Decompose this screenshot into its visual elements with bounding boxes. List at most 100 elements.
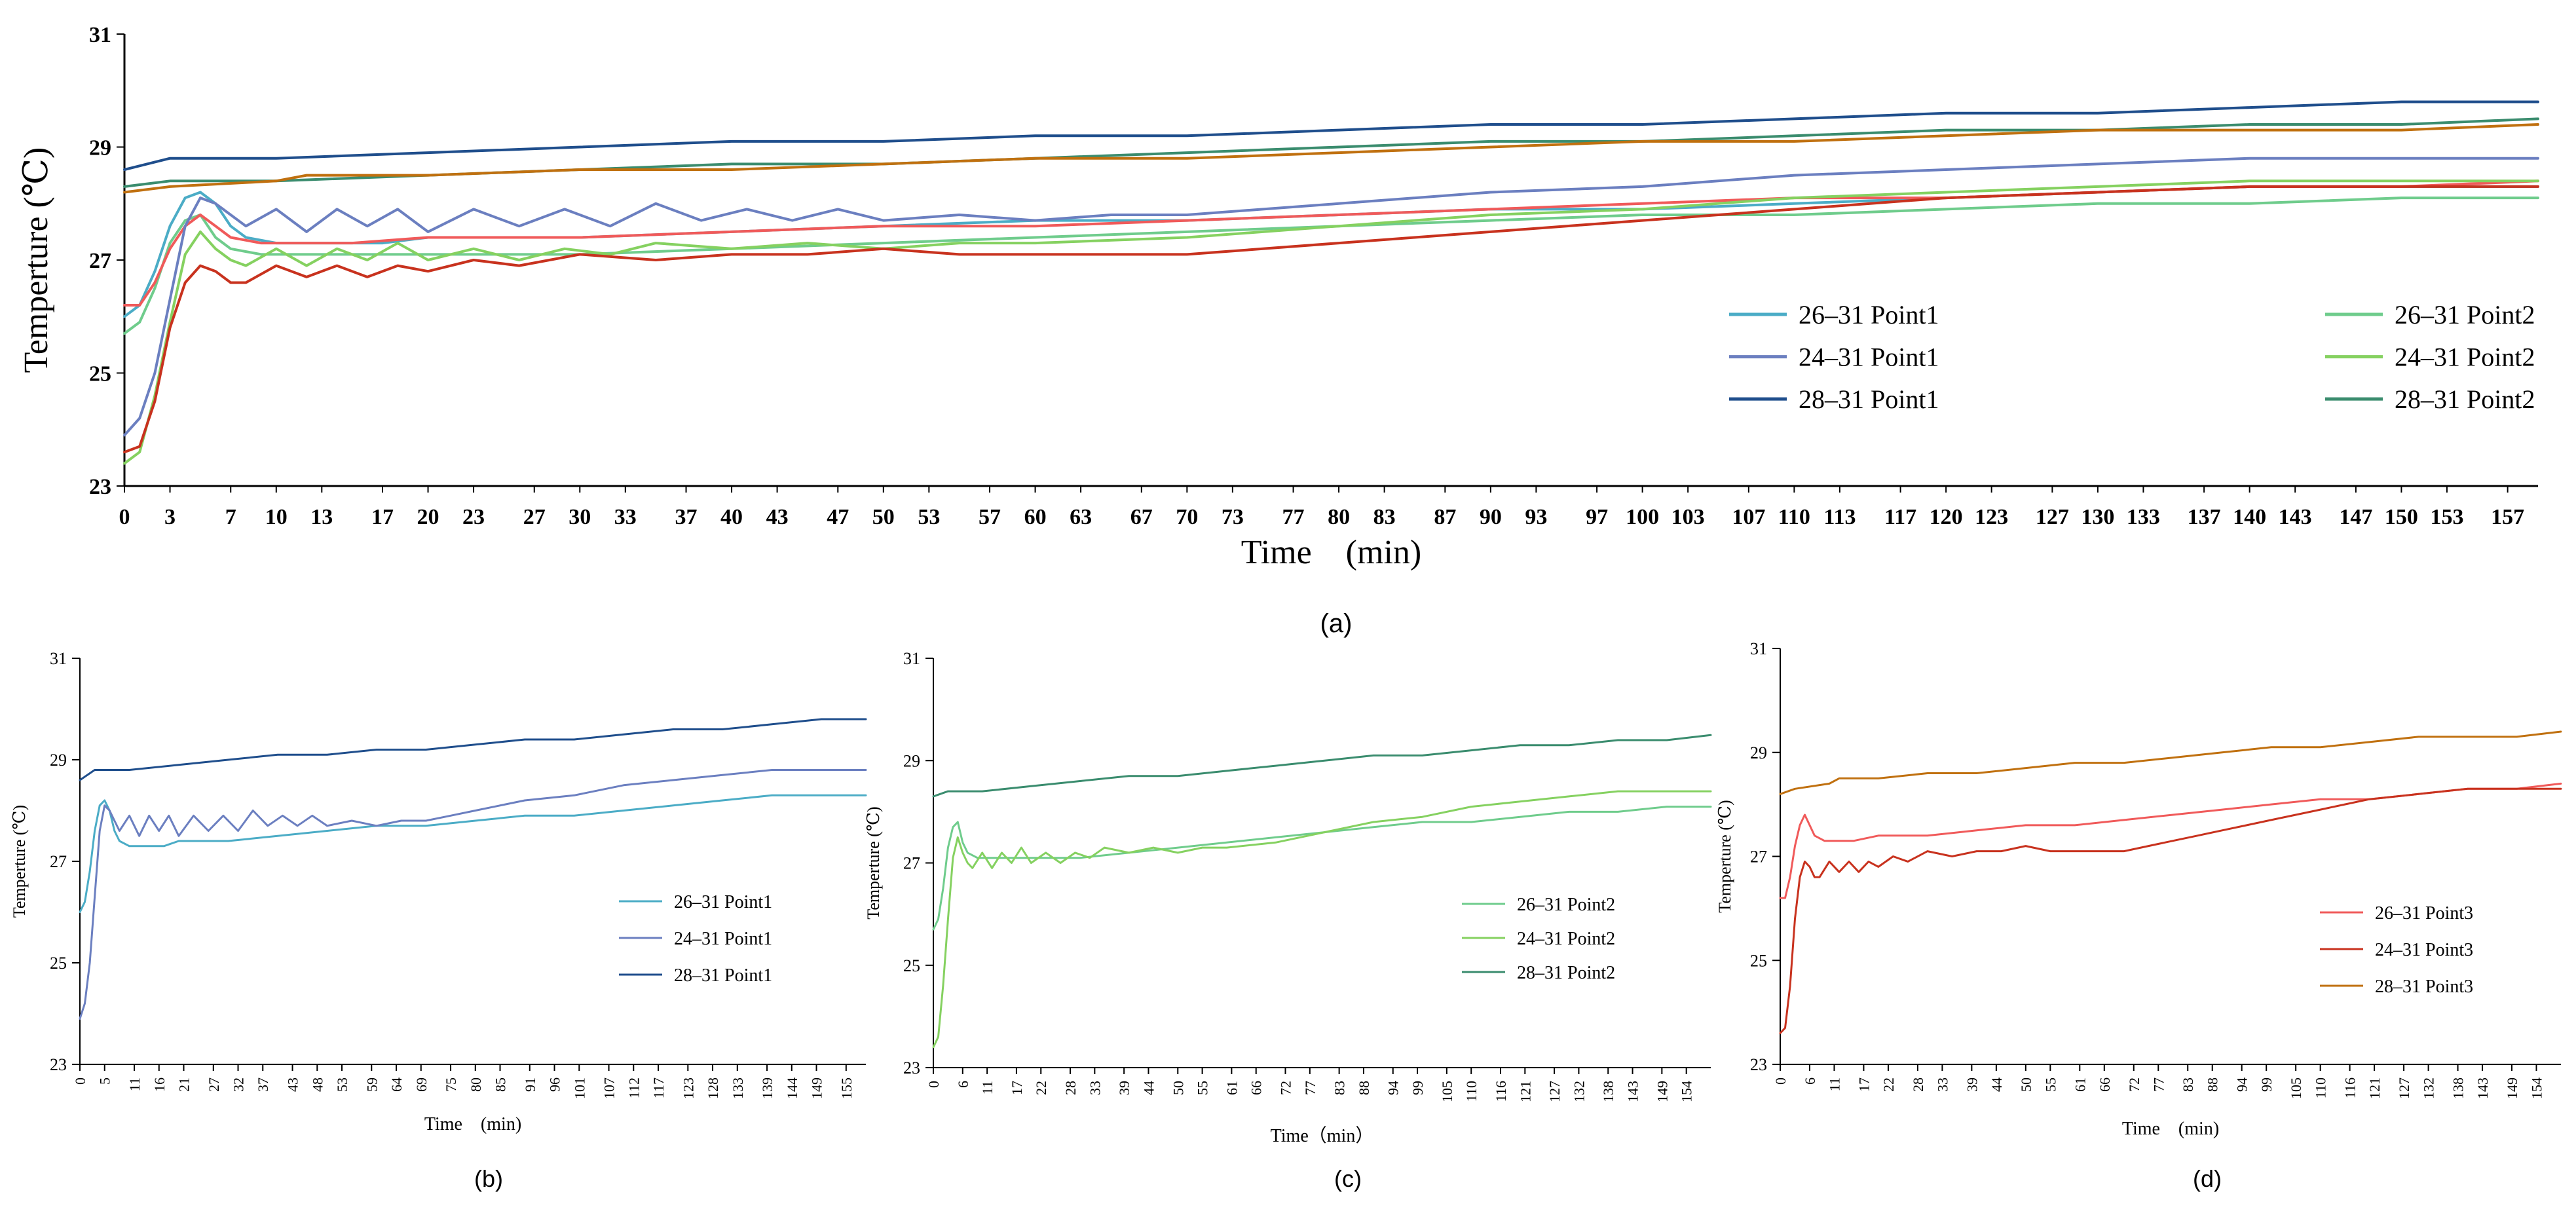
legend-entry: 26–31 Point2 [1517,895,1615,915]
x-tick-label: 75 [443,1077,459,1092]
series-line-2 [123,196,2539,335]
x-tick-label: 77 [2150,1077,2167,1092]
legend-entry: 24–31 Point2 [2395,343,2535,372]
y-tick-label: 23 [903,1058,920,1077]
x-tick-label: 87 [1434,505,1456,529]
x-tick-label: 94 [1385,1081,1402,1095]
x-tick-label: 60 [1024,505,1047,529]
y-tick-label: 25 [903,956,920,975]
x-tick-label: 70 [1176,505,1198,529]
x-tick-label: 116 [1493,1081,1509,1102]
x-tick-label: 28 [1910,1077,1926,1092]
y-tick-label: 25 [89,362,111,386]
x-tick-label: 48 [309,1077,326,1092]
x-tick-label: 55 [2042,1077,2059,1092]
x-tick-label: 32 [231,1077,247,1092]
x-tick-label: 147 [2339,505,2372,529]
x-tick-label: 33 [614,505,637,529]
x-tick-label: 16 [151,1077,168,1092]
x-tick-label: 77 [1282,505,1305,529]
x-tick-label: 67 [1130,505,1153,529]
x-tick-label: 77 [1302,1081,1318,1095]
x-tick-label: 0 [1772,1077,1789,1085]
x-tick-label: 66 [2097,1077,2113,1092]
x-tick-label: 21 [176,1077,192,1092]
series-line-2 [932,790,1712,1049]
series-line-1 [1779,782,2562,899]
x-tick-label: 88 [1356,1081,1372,1095]
x-tick-label: 154 [1679,1081,1695,1102]
x-tick-label: 28 [1062,1081,1079,1095]
chart-panel-c: 23 25 27 29 31 0 6 11 17 22 28 33 39 44 50 55 61 66 72 77 83… [864,649,1712,1192]
x-tick-label: 117 [1884,505,1916,529]
x-axis-label: Time (min) [2122,1119,2219,1139]
x-tick-label: 47 [827,505,849,529]
x-tick-label: 59 [364,1077,380,1092]
x-tick-label: 85 [493,1077,509,1092]
x-tick-label: 13 [310,505,333,529]
x-axis-label: Time（min） [1271,1125,1374,1146]
x-tick-label: 61 [1223,1081,1240,1095]
x-tick-label: 143 [1625,1081,1641,1102]
series-line-3 [79,718,867,781]
x-tick-label: 105 [2288,1077,2304,1099]
x-tick-label: 55 [1195,1081,1211,1095]
y-tick-label: 31 [1750,639,1767,658]
x-tick-label: 120 [1930,505,1963,529]
series-line-5 [123,179,2539,465]
x-tick-label: 130 [2081,505,2114,529]
x-tick-label: 132 [2421,1077,2437,1099]
x-tick-label: 23 [462,505,485,529]
y-tick-label: 29 [903,751,920,770]
x-tick-label: 22 [1880,1077,1897,1092]
x-tick-label: 139 [759,1077,775,1099]
x-tick-label: 69 [413,1077,430,1092]
x-tick-label: 39 [1964,1077,1980,1092]
x-tick-label: 7 [225,505,236,529]
x-tick-label: 101 [571,1077,588,1099]
y-axis-label: Temperture (℃) [1715,800,1734,912]
x-tick-label: 133 [2127,505,2160,529]
x-tick-label: 128 [705,1077,721,1099]
x-tick-label: 63 [1070,505,1092,529]
x-tick-label: 0 [925,1081,942,1088]
x-tick-label: 53 [918,505,940,529]
y-tick-label: 23 [1750,1055,1767,1074]
x-tick-label: 127 [2036,505,2069,529]
series-line-3 [932,734,1712,798]
x-tick-label: 149 [1654,1081,1670,1102]
x-tick-label: 11 [126,1077,143,1091]
y-axis-label: Temperture (℃) [18,147,55,373]
x-tick-label: 33 [1934,1077,1951,1092]
series-line-2 [1779,787,2562,1034]
x-tick-label: 121 [1517,1081,1533,1102]
legend: 26–31 Point1 24–31 Point1 28–31 Point1 [619,892,772,986]
x-tick-label: 44 [1988,1077,2005,1092]
x-tick-label: 157 [2491,505,2524,529]
series-line-4 [123,157,2539,437]
series-line-2 [79,769,867,1020]
x-tick-label: 50 [2018,1077,2034,1092]
x-tick-label: 127 [2396,1077,2412,1099]
x-tick-label: 110 [2313,1077,2329,1098]
x-tick-label: 123 [680,1077,696,1099]
x-tick-label: 17 [1856,1077,1872,1092]
legend-entry: 26–31 Point1 [674,892,772,912]
y-tick-label: 25 [50,954,67,973]
x-tick-label: 143 [2279,505,2312,529]
x-tick-label: 17 [1009,1081,1025,1095]
x-tick-label: 97 [1586,505,1608,529]
x-tick-label: 140 [2233,505,2266,529]
x-tick-label: 103 [1671,505,1705,529]
x-tick-label: 40 [720,505,743,529]
x-tick-label: 17 [371,505,394,529]
x-tick-label: 155 [838,1077,855,1099]
x-tick-label: 150 [2385,505,2418,529]
y-tick-label: 31 [50,649,67,668]
x-tick-label: 6 [955,1081,971,1088]
series-line-3 [123,179,2539,307]
legend: 26–31 Point2 24–31 Point2 28–31 Point2 [1462,895,1615,983]
y-axis-label: Temperture (℃) [864,806,883,919]
legend-entry: 24–31 Point2 [1517,929,1615,949]
